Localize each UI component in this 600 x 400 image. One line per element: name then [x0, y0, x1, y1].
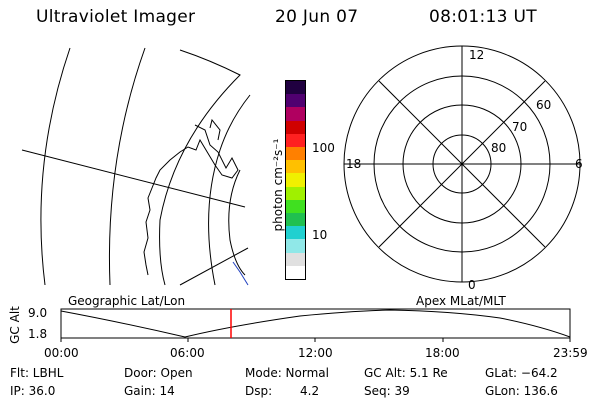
info-gc-alt: GC Alt: 5.1 Re [364, 366, 448, 380]
colorbar-segment [286, 146, 305, 161]
altitude-ytick-high: 9.0 [28, 306, 48, 320]
altitude-left-label: Geographic Lat/Lon [68, 294, 186, 308]
date-label: 20 Jun 07 [275, 7, 359, 27]
coastline-2 [209, 118, 221, 141]
colorbar-segment [286, 265, 305, 279]
xtick-label-0000: 00:00 [44, 346, 79, 360]
lat-circle-3 [159, 49, 241, 286]
lat-circle-2 [108, 47, 146, 286]
info-glon: GLon: 136.6 [485, 384, 558, 398]
altitude-frame [60, 308, 571, 339]
info-dsp-label: Dsp: [245, 384, 273, 398]
colorbar-tick-100: 100 [312, 141, 335, 155]
lat-circle-1 [40, 47, 71, 286]
colorbar-segment [286, 120, 305, 134]
xtick-label-1200: 12:00 [298, 346, 333, 360]
colorbar-segment [286, 239, 305, 253]
colorbar-segment [286, 212, 305, 227]
lat-circle-4 [208, 94, 251, 286]
info-door: Door: Open [124, 366, 193, 380]
colorbar-tick-10: 10 [312, 228, 328, 242]
polar-label-18: 18 [346, 157, 362, 171]
polar-label-6: 6 [575, 157, 583, 171]
colorbar-segment [286, 80, 305, 95]
colorbar [285, 80, 306, 280]
colorbar-segment [286, 173, 305, 187]
info-mode: Mode: Normal [245, 366, 329, 380]
colorbar-segment [286, 160, 305, 174]
info-flt: Flt: LBHL [10, 366, 64, 380]
polar-lat-80: 80 [491, 141, 507, 155]
xtick-label-2359: 23:59 [553, 346, 588, 360]
polar-lat-70: 70 [512, 120, 528, 134]
polar-diagonal [378, 80, 546, 248]
xtick-label-0600: 06:00 [170, 346, 205, 360]
polar-label-0: 0 [468, 278, 476, 292]
info-gain: Gain: 14 [124, 384, 175, 398]
polar-label-12: 12 [469, 48, 485, 62]
info-glat: GLat: −64.2 [485, 366, 558, 380]
meridian-line-2 [179, 247, 249, 286]
info-dsp-value: 4.2 [300, 384, 320, 398]
colorbar-segment [286, 226, 305, 240]
colorbar-segment [286, 186, 305, 200]
colorbar-segment [286, 94, 305, 108]
coastline [143, 124, 239, 276]
colorbar-segment [286, 199, 305, 213]
xtick-label-1800: 18:00 [425, 346, 460, 360]
colorbar-segment [286, 107, 305, 121]
colorbar-segment [286, 133, 305, 147]
app-title: Ultraviolet Imager [36, 7, 196, 27]
info-seq: Seq: 39 [364, 384, 410, 398]
time-label: 08:01:13 UT [429, 7, 537, 27]
altitude-ytick-low: 1.8 [28, 327, 48, 341]
altitude-right-label: Apex MLat/MLT [416, 294, 506, 308]
polar-lat-60: 60 [536, 98, 552, 112]
meridian-line [21, 149, 246, 208]
altitude-curve [60, 309, 571, 338]
colorbar-segment [286, 252, 305, 266]
lat-circle-5 [228, 169, 246, 276]
info-ip: IP: 36.0 [10, 384, 56, 398]
coastline-blue [232, 261, 249, 286]
